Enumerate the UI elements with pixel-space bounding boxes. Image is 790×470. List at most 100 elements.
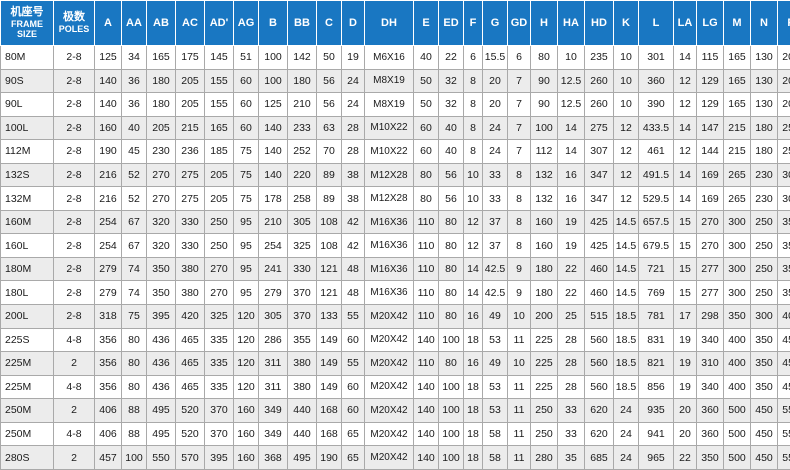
cell-d: 55 [341, 304, 365, 329]
cell-e: 110 [413, 280, 439, 306]
cell-m: 265 [723, 162, 751, 188]
cell-ab: 230 [146, 139, 176, 164]
cell-e: 40 [413, 45, 439, 70]
cell-k: 10 [613, 68, 639, 94]
cell-ag: 60 [233, 115, 259, 141]
cell-bb: 330 [287, 256, 317, 282]
column-header-a: A [94, 0, 122, 46]
cell-gd: 11 [507, 398, 531, 423]
column-header-g: G [482, 0, 508, 46]
cell-ab: 180 [146, 68, 176, 94]
cell-m: 500 [723, 445, 751, 470]
cell-n: 450 [750, 421, 778, 447]
table-row: 100L 2-8 160 40 205 215 165 60 140 233 63 28 M10X22 6… [0, 115, 790, 141]
cell-e: 60 [413, 139, 439, 164]
cell-m: 400 [723, 351, 751, 376]
cell-poles: 4-8 [53, 327, 95, 353]
cell-ab: 436 [146, 351, 176, 376]
cell-m: 165 [723, 45, 751, 70]
cell-ad: 335 [204, 327, 234, 353]
cell-dh: M20X42 [364, 351, 414, 376]
cell-ac: 236 [175, 139, 205, 164]
cell-la: 20 [673, 398, 697, 423]
cell-p: 300 [777, 186, 790, 211]
cell-ha: 28 [557, 351, 585, 376]
cell-c: 108 [316, 233, 342, 258]
cell-ab: 495 [146, 421, 176, 447]
cell-dh: M16X36 [364, 256, 414, 282]
cell-p: 350 [777, 280, 790, 306]
cell-f: 16 [463, 351, 483, 376]
cell-k: 14.5 [613, 256, 639, 282]
cell-ed: 32 [438, 92, 464, 117]
cell-b: 368 [258, 445, 288, 470]
cell-ac: 520 [175, 421, 205, 447]
cell-d: 60 [341, 327, 365, 353]
cell-dh: M12X28 [364, 162, 414, 188]
cell-a: 216 [94, 162, 122, 188]
cell-c: 89 [316, 186, 342, 211]
cell-b: 279 [258, 280, 288, 306]
cell-dh: M20X42 [364, 398, 414, 423]
cell-ab: 350 [146, 256, 176, 282]
cell-e: 60 [413, 115, 439, 141]
cell-ab: 550 [146, 445, 176, 470]
cell-m: 400 [723, 327, 751, 353]
cell-poles: 4-8 [53, 374, 95, 400]
cell-la: 12 [673, 139, 697, 164]
cell-a: 216 [94, 186, 122, 211]
cell-ed: 80 [438, 351, 464, 376]
cell-ad: 335 [204, 351, 234, 376]
cell-aa: 75 [121, 304, 147, 329]
cell-h: 250 [530, 421, 558, 447]
column-header-ag: AG [233, 0, 259, 46]
cell-n: 350 [750, 374, 778, 400]
cell-g: 49 [482, 351, 508, 376]
cell-ha: 10 [557, 45, 585, 70]
cell-gd: 10 [507, 351, 531, 376]
cell-ac: 465 [175, 374, 205, 400]
cell-n: 250 [750, 256, 778, 282]
cell-ed: 100 [438, 398, 464, 423]
cell-ag: 95 [233, 209, 259, 235]
cell-a: 190 [94, 139, 122, 164]
cell-ac: 465 [175, 327, 205, 353]
cell-ad: 145 [204, 45, 234, 70]
cell-ag: 120 [233, 351, 259, 376]
cell-ag: 160 [233, 445, 259, 470]
column-header-dh: DH [364, 0, 414, 46]
cell-l: 360 [638, 68, 674, 94]
cell-e: 140 [413, 421, 439, 447]
cell-ad: 270 [204, 280, 234, 306]
column-header-d: D [341, 0, 365, 46]
cell-m: 265 [723, 186, 751, 211]
cell-p: 200 [777, 92, 790, 117]
table-row: 250M 2 406 88 495 520 370 160 349 440 168 60 M20X42 1… [0, 398, 790, 423]
cell-aa: 67 [121, 209, 147, 235]
column-header-b: B [258, 0, 288, 46]
cell-aa: 52 [121, 162, 147, 188]
cell-d: 28 [341, 139, 365, 164]
cell-ag: 75 [233, 139, 259, 164]
cell-frame-size: 200L [0, 304, 54, 329]
cell-frame-size: 100L [0, 115, 54, 141]
cell-frame-size: 225M [0, 351, 54, 376]
cell-k: 12 [613, 115, 639, 141]
cell-g: 20 [482, 68, 508, 94]
cell-bb: 142 [287, 45, 317, 70]
cell-hd: 275 [584, 115, 614, 141]
cell-c: 108 [316, 209, 342, 235]
column-header-e: E [413, 0, 439, 46]
cell-hd: 307 [584, 139, 614, 164]
column-header-framesize: 机座号 FRAME SIZE [0, 0, 54, 46]
cell-aa: 88 [121, 421, 147, 447]
column-header-en-label: FRAME [11, 18, 43, 29]
cell-l: 491.5 [638, 162, 674, 188]
cell-e: 140 [413, 445, 439, 470]
cell-aa: 36 [121, 92, 147, 117]
cell-m: 300 [723, 233, 751, 258]
cell-poles: 2 [53, 351, 95, 376]
cell-l: 721 [638, 256, 674, 282]
cell-frame-size: 132S [0, 162, 54, 188]
